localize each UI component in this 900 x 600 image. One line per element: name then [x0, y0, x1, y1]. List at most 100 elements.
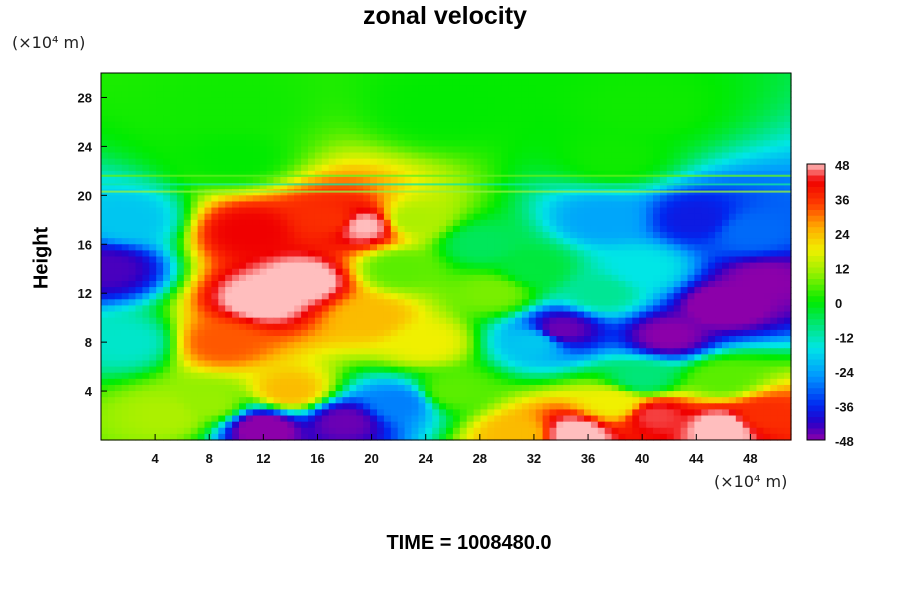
field-cell	[487, 134, 495, 141]
field-cell	[694, 317, 702, 325]
field-cell	[742, 244, 751, 251]
field-cell	[142, 219, 150, 227]
field-cell	[597, 342, 606, 349]
field-cell	[749, 207, 758, 215]
field-cell	[107, 134, 116, 141]
field-cell	[528, 342, 537, 349]
field-cell	[439, 152, 447, 160]
field-cell	[687, 268, 695, 276]
field-cell	[239, 268, 247, 276]
field-cell	[673, 207, 682, 215]
field-cell	[287, 287, 295, 294]
field-cell	[397, 207, 406, 215]
field-cell	[156, 115, 164, 123]
field-cell	[314, 329, 323, 337]
field-cell	[411, 323, 419, 331]
field-cell	[604, 342, 613, 349]
field-cell	[528, 323, 537, 331]
field-cell	[604, 103, 613, 111]
field-cell	[639, 115, 647, 123]
field-cell	[156, 354, 164, 362]
field-cell	[321, 336, 330, 343]
field-cell	[107, 329, 116, 337]
field-cell	[625, 287, 633, 294]
field-cell	[521, 85, 530, 92]
field-cell	[301, 366, 309, 374]
field-cell	[245, 232, 254, 239]
field-cell	[321, 121, 330, 129]
field-cell	[528, 158, 537, 166]
field-cell	[687, 317, 695, 325]
field-cell	[653, 176, 661, 184]
field-cell	[577, 91, 585, 99]
field-cell	[694, 287, 702, 294]
field-cell	[411, 109, 419, 117]
field-cell	[383, 121, 392, 129]
field-cell	[659, 323, 668, 331]
field-cell	[597, 91, 606, 99]
field-cell	[756, 140, 764, 147]
field-cell	[321, 293, 330, 300]
field-cell	[301, 170, 309, 178]
field-cell	[101, 158, 109, 166]
field-cell	[383, 128, 392, 135]
field-cell	[370, 134, 378, 141]
field-cell	[149, 372, 157, 380]
field-cell	[294, 152, 302, 160]
field-cell	[156, 79, 164, 86]
field-cell	[473, 256, 482, 264]
field-cell	[459, 287, 468, 294]
field-cell	[708, 128, 716, 135]
field-cell	[563, 140, 571, 147]
field-cell	[314, 250, 323, 258]
field-cell	[397, 201, 406, 209]
field-cell	[377, 109, 385, 117]
field-cell	[501, 293, 509, 300]
field-cell	[466, 250, 475, 258]
field-cell	[121, 164, 130, 172]
field-cell	[473, 152, 482, 160]
field-cell	[508, 97, 516, 105]
field-cell	[363, 207, 371, 215]
field-cell	[301, 219, 309, 227]
field-cell	[149, 305, 157, 313]
field-cell	[466, 225, 475, 233]
field-cell	[349, 213, 357, 221]
field-cell	[101, 140, 109, 147]
field-cell	[728, 213, 737, 221]
field-cell	[708, 336, 716, 343]
field-cell	[508, 268, 516, 276]
field-cell	[176, 317, 185, 325]
field-cell	[722, 164, 730, 172]
field-cell	[673, 366, 682, 374]
field-cell	[245, 73, 254, 80]
field-cell	[128, 311, 137, 319]
field-cell	[225, 121, 233, 129]
field-cell	[390, 244, 399, 251]
field-cell	[294, 366, 302, 374]
field-cell	[211, 158, 219, 166]
field-cell	[501, 311, 509, 319]
field-cell	[446, 91, 454, 99]
field-cell	[266, 146, 275, 154]
field-cell	[715, 305, 723, 313]
field-cell	[121, 219, 130, 227]
field-cell	[404, 299, 413, 307]
field-cell	[377, 336, 385, 343]
field-cell	[107, 128, 116, 135]
field-cell	[308, 201, 316, 209]
field-cell	[107, 85, 116, 92]
field-cell	[218, 299, 226, 307]
field-cell	[487, 164, 495, 172]
field-cell	[563, 372, 571, 380]
field-cell	[508, 128, 516, 135]
field-cell	[301, 360, 309, 368]
field-cell	[694, 323, 702, 331]
field-cell	[107, 195, 116, 203]
field-cell	[204, 79, 212, 86]
field-cell	[280, 329, 288, 337]
field-cell	[363, 164, 371, 172]
field-cell	[252, 274, 261, 282]
field-cell	[584, 360, 592, 368]
field-cell	[287, 354, 295, 362]
